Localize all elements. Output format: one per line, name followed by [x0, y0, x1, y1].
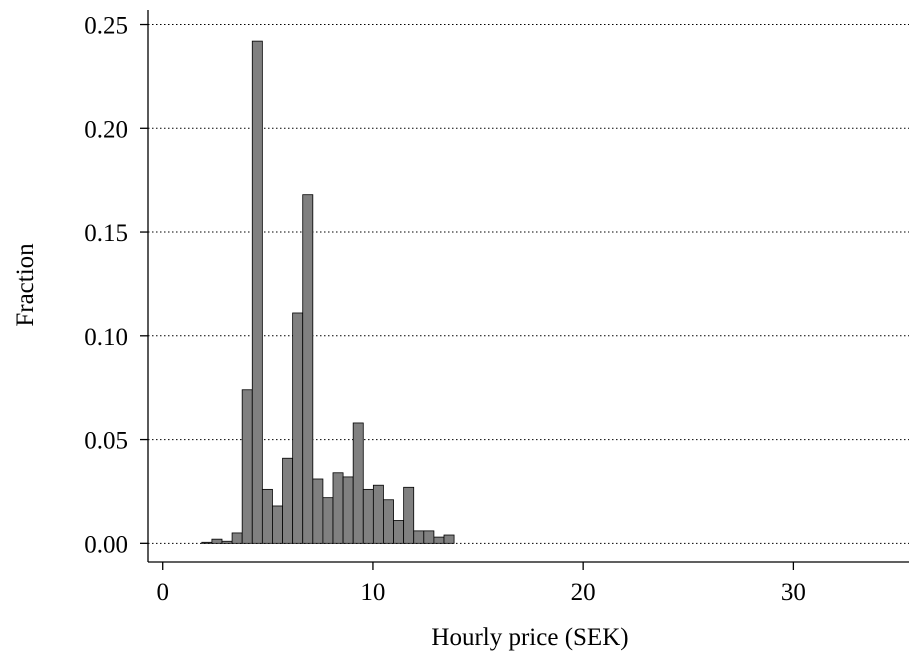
x-axis-title: Hourly price (SEK) [431, 624, 628, 651]
bar [211, 538, 223, 544]
x-tick-label: 30 [781, 579, 806, 606]
bar [372, 484, 384, 544]
bar [221, 540, 233, 544]
bar [403, 486, 415, 544]
bar [362, 488, 374, 544]
x-tick-label: 10 [360, 579, 385, 606]
y-tick-label: 0.00 [84, 531, 128, 558]
bar [443, 534, 455, 544]
bar [393, 520, 405, 544]
bar [231, 532, 243, 544]
y-tick-label: 0.10 [84, 324, 128, 351]
bar [423, 530, 435, 544]
bar [282, 457, 294, 544]
bar [261, 488, 273, 544]
bar [292, 312, 304, 544]
bar [241, 389, 253, 544]
bar [352, 422, 364, 544]
bar [272, 505, 283, 544]
bar [251, 40, 263, 544]
bar [302, 194, 314, 544]
bar [433, 536, 445, 544]
y-tick-label: 0.05 [84, 428, 128, 455]
bar [342, 476, 354, 544]
bar [383, 499, 394, 544]
x-tick-label: 0 [156, 579, 169, 606]
y-tick-label: 0.20 [84, 116, 128, 143]
bar [201, 541, 213, 544]
bar [413, 530, 425, 544]
x-tick-label: 20 [571, 579, 596, 606]
bar [322, 497, 334, 544]
bar [332, 472, 344, 544]
bar [312, 478, 324, 544]
y-tick-label: 0.15 [84, 220, 128, 247]
y-axis-title: Fraction [12, 243, 39, 327]
y-tick-label: 0.25 [84, 13, 128, 40]
